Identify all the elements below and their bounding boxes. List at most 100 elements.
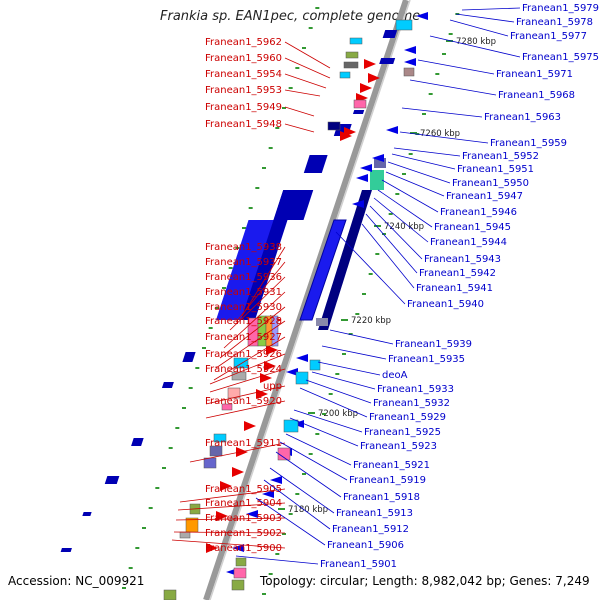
right-leader-line: [289, 417, 359, 447]
right-leader-line: [263, 479, 331, 530]
right-gene-label: Franean1_5919: [349, 475, 426, 486]
gene-block: [271, 315, 279, 347]
left-leader-line: [189, 442, 286, 463]
reverse-gene-block: [131, 438, 144, 446]
forward-gene-arrow: [206, 543, 218, 553]
right-gene-label: Franean1_5929: [369, 412, 446, 423]
right-gene-label: Franean1_5913: [336, 508, 413, 519]
forward-gene-arrow: [244, 421, 256, 431]
reverse-gene-block: [352, 110, 365, 114]
reverse-gene-block: [379, 58, 396, 64]
forward-gene-arrow: [360, 83, 372, 93]
left-gene-label: Franean1_5936: [205, 272, 282, 283]
right-leader-line: [329, 329, 394, 345]
reverse-gene-block: [382, 30, 398, 38]
right-gene-label: Franean1_5947: [446, 191, 523, 202]
left-leader-line: [219, 306, 286, 359]
reverse-gene-block: [161, 382, 174, 388]
right-leader-line: [305, 379, 372, 404]
left-leader-line: [213, 336, 286, 381]
right-leader-line: [387, 161, 451, 184]
gene-block: [349, 37, 363, 45]
left-leader-line: [175, 517, 286, 521]
gene-block: [277, 447, 291, 461]
gene-block: [221, 403, 233, 411]
left-gene-label: Franean1_5902: [205, 528, 282, 539]
reverse-gene-block: [182, 352, 196, 362]
left-gene-label: Franean1_5924: [205, 364, 282, 375]
right-leader-line: [373, 197, 429, 243]
reverse-gene-5940: [299, 219, 347, 321]
gene-block: [345, 51, 359, 59]
right-leader-line: [311, 371, 376, 390]
left-gene-label: Franean1_5900: [205, 543, 282, 554]
gene-block: [327, 121, 341, 131]
forward-gene-arrow: [264, 361, 276, 371]
kbp-label: 7200 kbp: [318, 409, 358, 419]
gene-block: [403, 67, 415, 77]
right-gene-label: Franean1_5975: [522, 52, 599, 63]
right-gene-label: Franean1_5939: [395, 339, 472, 350]
left-leader-line: [209, 353, 286, 385]
left-gene-label: Franean1_5928: [205, 316, 282, 327]
reverse-gene-arrow: [372, 154, 384, 162]
right-gene-label: Franean1_5932: [373, 398, 450, 409]
right-gene-label: Franean1_5925: [364, 427, 441, 438]
gene-block: [235, 557, 247, 567]
reverse-gene-arrow: [296, 354, 308, 362]
left-gene-label: Franean1_5911: [205, 438, 282, 449]
right-gene-label: Franean1_5952: [462, 151, 539, 162]
right-leader-line: [369, 205, 423, 260]
right-leader-line: [385, 171, 445, 197]
gene-block: [209, 445, 223, 457]
right-gene-label: Franean1_5963: [484, 112, 561, 123]
right-leader-line: [269, 467, 335, 514]
reverse-gene-5941: [318, 190, 372, 330]
gene-block: [283, 419, 299, 433]
right-gene-label: Franean1_5950: [452, 178, 529, 189]
right-gene-label: Franean1_5912: [332, 524, 409, 535]
reverse-gene-block: [303, 155, 328, 173]
reverse-gene-arrow: [404, 46, 416, 54]
gene-5947-block: [370, 170, 384, 190]
reverse-gene-block: [60, 548, 72, 552]
left-gene-label: Franean1_5931: [205, 287, 282, 298]
right-gene-label: Franean1_5979: [522, 3, 599, 14]
right-leader-line: [461, 7, 521, 11]
left-gene-label: Franean1_5960: [205, 53, 282, 64]
gene-block: [295, 371, 309, 385]
gene-block: [233, 567, 247, 579]
gene-block: [233, 357, 249, 369]
left-leader-line: [205, 400, 286, 419]
gene-block: [213, 433, 227, 443]
right-gene-label: Franean1_5944: [430, 237, 507, 248]
kbp-label: 7240 kbp: [384, 222, 424, 232]
left-leader-line: [284, 123, 315, 133]
left-leader-line: [215, 320, 286, 369]
right-gene-label: Franean1_5923: [360, 441, 437, 452]
right-leader-line: [275, 451, 342, 498]
left-leader-line: [284, 57, 331, 79]
left-gene-label: Franean1_5948: [205, 119, 282, 130]
left-leader-line: [171, 539, 286, 549]
right-gene-label: Franean1_5943: [424, 254, 501, 265]
genome-summary-text: Topology: circular; Length: 8,982,042 bp…: [260, 574, 590, 588]
right-leader-line: [449, 19, 509, 37]
right-leader-line: [361, 223, 415, 289]
right-gene-label: Franean1_5977: [510, 31, 587, 42]
gene-5950-block: [374, 158, 386, 168]
kbp-label: 7260 kbp: [420, 129, 460, 139]
accession-text: Accession: NC_009921: [8, 574, 145, 588]
left-gene-label: Franean1_5953: [205, 85, 282, 96]
left-leader-line: [209, 368, 286, 393]
right-leader-line: [317, 361, 381, 376]
left-leader-line: [179, 488, 286, 503]
gene-block: [163, 589, 177, 600]
right-gene-label: Franean1_5959: [490, 138, 567, 149]
right-leader-line: [285, 433, 352, 466]
right-gene-label: Franean1_5971: [496, 69, 573, 80]
reverse-gene-arrow: [286, 368, 298, 376]
right-leader-line: [293, 409, 363, 433]
genome-backbone: [203, 0, 409, 600]
